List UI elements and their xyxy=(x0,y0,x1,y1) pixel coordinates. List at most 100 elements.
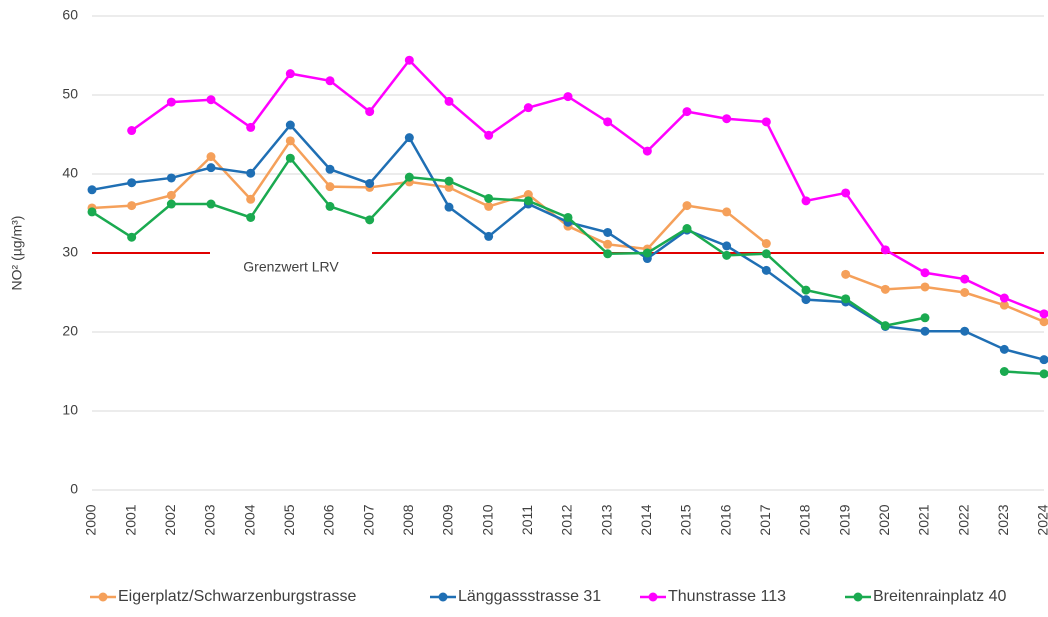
x-tick-label: 2024 xyxy=(1035,504,1048,535)
x-tick-label: 2000 xyxy=(83,504,99,535)
data-point xyxy=(603,117,612,126)
data-point xyxy=(762,249,771,258)
x-tick-label: 2022 xyxy=(955,504,971,535)
x-tick-label: 2004 xyxy=(241,504,257,535)
data-point xyxy=(1040,355,1048,364)
data-point xyxy=(1040,309,1048,318)
legend-marker xyxy=(439,593,448,602)
y-tick-label: 20 xyxy=(62,323,78,339)
data-point xyxy=(802,295,811,304)
legend-label: Eigerplatz/Schwarzenburgstrasse xyxy=(118,588,356,605)
data-point xyxy=(881,245,890,254)
data-point xyxy=(167,173,176,182)
data-point xyxy=(683,201,692,210)
data-point xyxy=(365,215,374,224)
data-point xyxy=(167,98,176,107)
data-point xyxy=(484,194,493,203)
legend-label: Thunstrasse 113 xyxy=(668,588,786,605)
data-point xyxy=(921,268,930,277)
data-point xyxy=(643,147,652,156)
y-tick-label: 60 xyxy=(62,7,78,23)
data-point xyxy=(127,233,136,242)
legend-label: Breitenrainplatz 40 xyxy=(873,588,1007,605)
x-tick-label: 2005 xyxy=(281,504,297,535)
legend-marker xyxy=(649,593,658,602)
x-tick-label: 2008 xyxy=(400,504,416,535)
data-point xyxy=(524,103,533,112)
x-tick-label: 2020 xyxy=(876,504,892,535)
x-tick-label: 2006 xyxy=(321,504,337,535)
x-tick-label: 2015 xyxy=(678,504,694,535)
data-point xyxy=(881,321,890,330)
data-point xyxy=(445,177,454,186)
series-line xyxy=(92,141,1044,322)
data-point xyxy=(207,200,216,209)
data-point xyxy=(841,270,850,279)
y-tick-label: 30 xyxy=(62,244,78,260)
data-point xyxy=(405,133,414,142)
data-point xyxy=(841,188,850,197)
legend-label: Länggassstrasse 31 xyxy=(458,588,601,605)
data-point xyxy=(921,282,930,291)
data-point xyxy=(207,152,216,161)
data-point xyxy=(802,286,811,295)
data-point xyxy=(286,69,295,78)
data-point xyxy=(564,213,573,222)
data-point xyxy=(841,294,850,303)
data-point xyxy=(722,241,731,250)
data-point xyxy=(326,76,335,85)
data-point xyxy=(1000,294,1009,303)
data-point xyxy=(762,239,771,248)
data-point xyxy=(286,136,295,145)
data-point xyxy=(246,195,255,204)
y-tick-label: 10 xyxy=(62,402,78,418)
x-tick-label: 2016 xyxy=(717,504,733,535)
data-point xyxy=(246,169,255,178)
data-point xyxy=(643,249,652,258)
data-point xyxy=(603,249,612,258)
x-tick-label: 2019 xyxy=(836,504,852,535)
data-point xyxy=(88,207,97,216)
y-tick-label: 0 xyxy=(70,481,78,497)
data-point xyxy=(524,196,533,205)
data-point xyxy=(286,154,295,163)
data-point xyxy=(326,165,335,174)
x-tick-label: 2007 xyxy=(360,504,376,535)
data-point xyxy=(484,232,493,241)
data-point xyxy=(960,327,969,336)
data-point xyxy=(921,313,930,322)
limit-label: Grenzwert LRV xyxy=(243,259,339,275)
data-point xyxy=(405,173,414,182)
data-point xyxy=(167,200,176,209)
data-point xyxy=(564,92,573,101)
data-point xyxy=(881,285,890,294)
data-point xyxy=(326,182,335,191)
data-point xyxy=(960,275,969,284)
data-point xyxy=(326,202,335,211)
data-point xyxy=(246,213,255,222)
data-point xyxy=(484,131,493,140)
x-tick-label: 2023 xyxy=(995,504,1011,535)
x-tick-label: 2018 xyxy=(797,504,813,535)
data-point xyxy=(1000,345,1009,354)
data-point xyxy=(484,202,493,211)
data-point xyxy=(762,117,771,126)
data-point xyxy=(127,126,136,135)
x-tick-label: 2001 xyxy=(122,504,138,535)
data-point xyxy=(365,107,374,116)
data-point xyxy=(246,123,255,132)
y-axis-label: NO² (µg/m³) xyxy=(9,216,25,291)
data-point xyxy=(1000,367,1009,376)
y-tick-label: 40 xyxy=(62,165,78,181)
data-point xyxy=(921,327,930,336)
data-point xyxy=(722,207,731,216)
data-point xyxy=(167,191,176,200)
data-point xyxy=(405,56,414,65)
x-tick-label: 2014 xyxy=(638,504,654,535)
data-point xyxy=(960,288,969,297)
data-point xyxy=(683,224,692,233)
data-point xyxy=(683,107,692,116)
data-point xyxy=(722,251,731,260)
data-point xyxy=(802,196,811,205)
